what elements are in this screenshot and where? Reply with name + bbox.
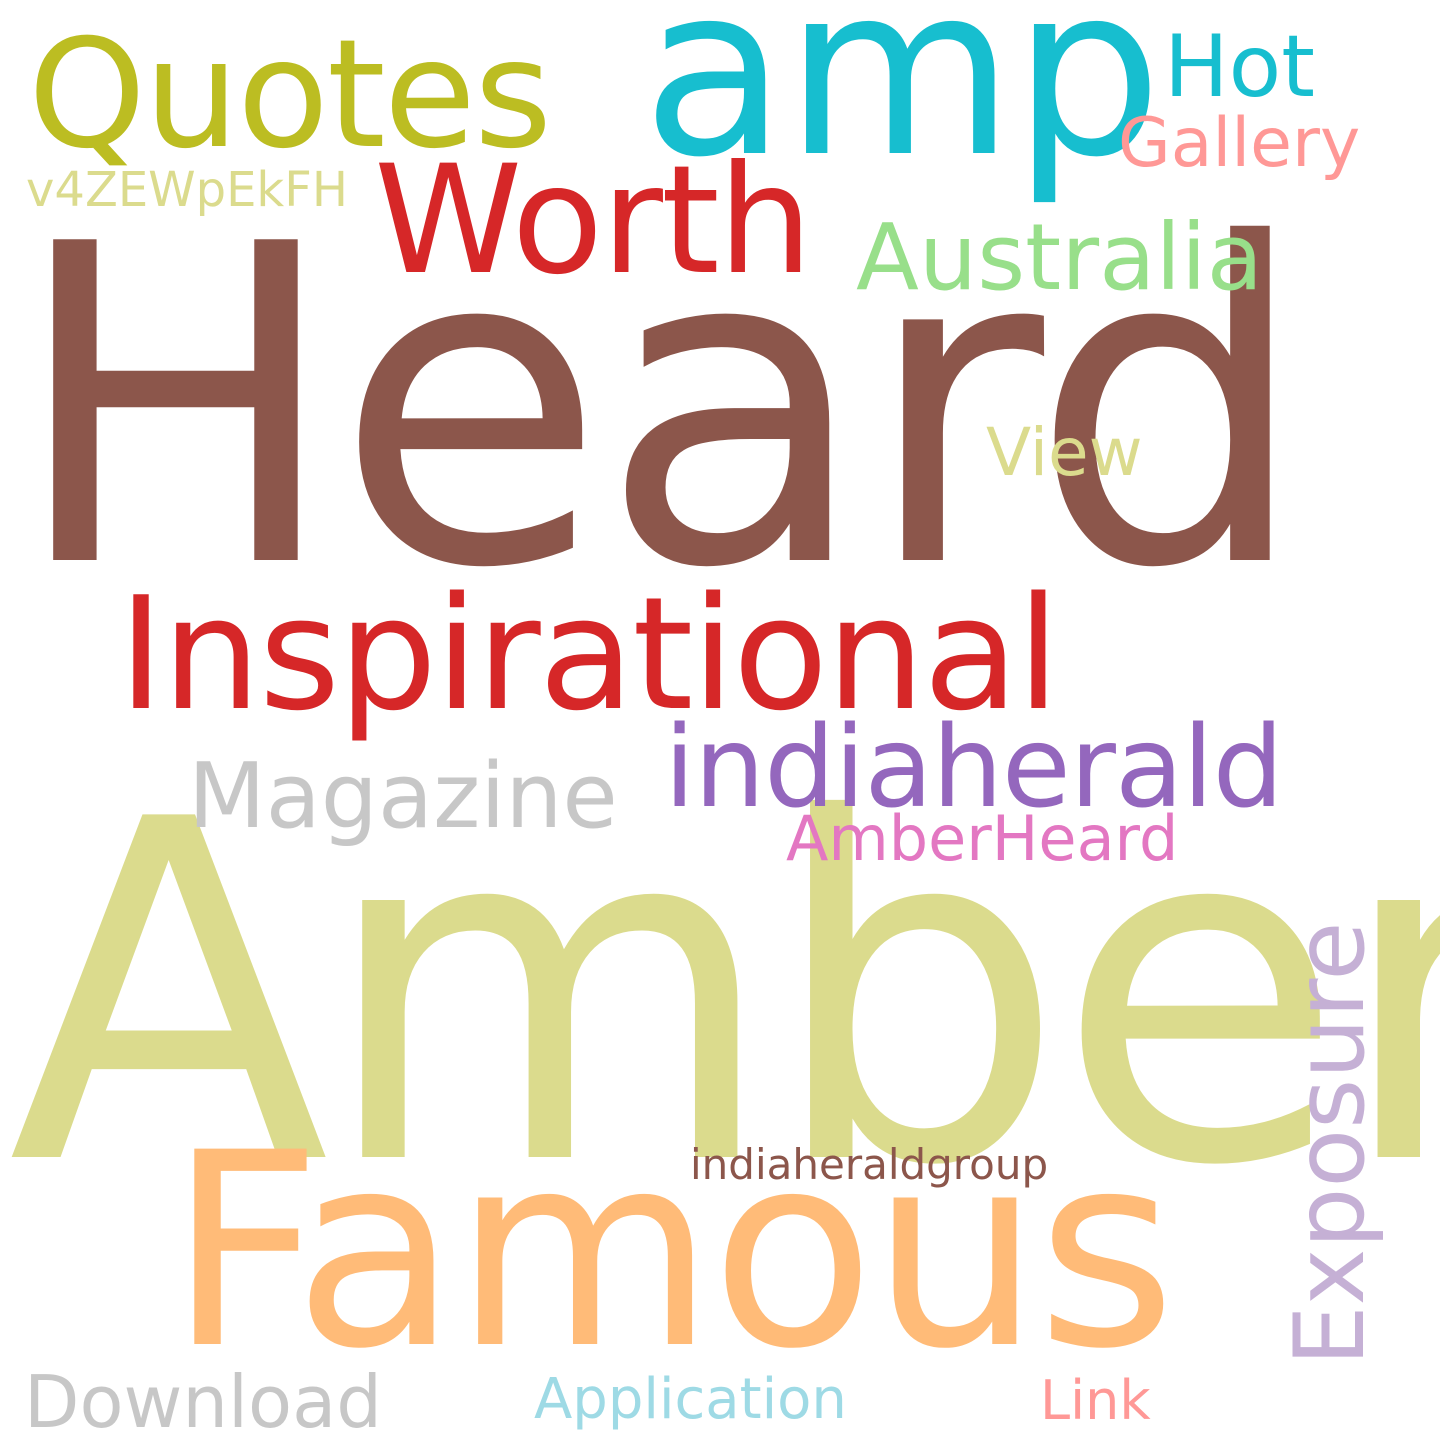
word-magazine: Magazine [188, 744, 618, 849]
word-exposure: Exposure [1274, 921, 1386, 1366]
word-link: Link [1040, 1369, 1151, 1432]
word-australia: Australia [856, 204, 1263, 311]
word-amberheard: AmberHeard [786, 802, 1179, 875]
word-gallery: Gallery [1118, 104, 1361, 183]
word-indiaherald: indiaherald [664, 703, 1284, 833]
word-heard: Heard [10, 152, 1310, 664]
word-download: Download [24, 1360, 382, 1440]
word-application: Application [534, 1367, 847, 1432]
word-v4zewpekfh: v4ZEWpEkFH [26, 162, 348, 218]
word-worth: Worth [374, 134, 813, 308]
word-inspirational: Inspirational [118, 563, 1060, 745]
word-famous: Famous [168, 1096, 1176, 1408]
word-amber: Amber [8, 721, 1440, 1268]
word-hot: Hot [1164, 17, 1316, 117]
word-indiaheraldgroup: indiaheraldgroup [690, 1140, 1049, 1189]
word-amp: amp [642, 0, 1162, 209]
word-view: View [986, 414, 1143, 491]
word-quotes: Quotes [28, 8, 552, 182]
